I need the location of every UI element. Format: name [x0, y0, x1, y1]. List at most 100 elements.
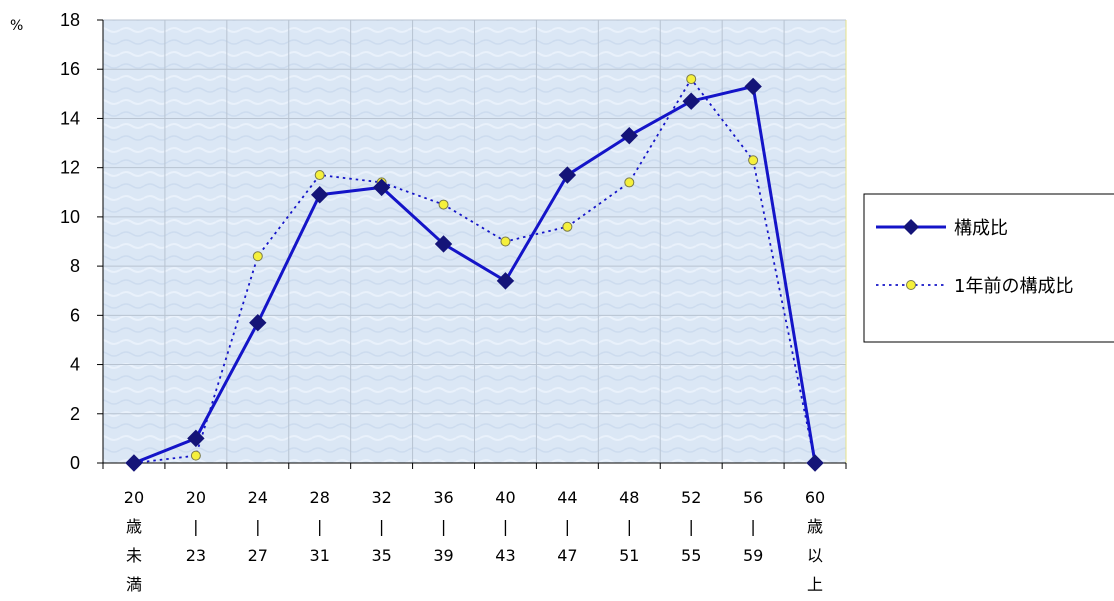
x-category-label-line: 以	[807, 546, 823, 565]
data-point-circle	[748, 155, 759, 166]
series-0	[125, 77, 824, 472]
x-category-label-line: 20	[186, 488, 206, 507]
data-point-diamond	[806, 454, 824, 472]
x-category-label: 28 | 31	[310, 488, 330, 565]
x-category-label: 20 歳未満	[124, 488, 144, 594]
x-category-label-line: 28	[310, 488, 330, 507]
x-category-label-line: 39	[433, 546, 453, 565]
data-point-circle	[314, 170, 325, 181]
x-category-label-line: 上	[807, 575, 823, 594]
x-category-label-line: 55	[681, 546, 701, 565]
y-tick-labels: 0 2 4 6 8 10 12 14 16 18	[60, 10, 80, 473]
x-category-label-line: |	[750, 517, 755, 536]
x-category-label-line: 満	[126, 575, 142, 594]
x-category-label-line: 44	[557, 488, 577, 507]
x-category-label-line: 歳	[807, 517, 823, 536]
x-category-label-line: 51	[619, 546, 639, 565]
x-category-label-line: |	[689, 517, 694, 536]
data-point-circle	[686, 74, 697, 85]
x-category-label: 20 | 23	[186, 488, 206, 565]
x-category-label-line: 23	[186, 546, 206, 565]
x-category-label-line: |	[627, 517, 632, 536]
y-tick-label: 16	[60, 59, 80, 79]
y-axis-unit: %	[10, 18, 23, 34]
data-point-diamond	[311, 186, 329, 204]
x-category-label: 60 歳以上	[805, 488, 825, 594]
gridlines	[103, 19, 847, 463]
x-category-label-line: 48	[619, 488, 639, 507]
x-category-label-line: |	[193, 517, 198, 536]
data-point-diamond	[372, 178, 391, 197]
data-point-circle	[500, 236, 511, 247]
x-category-label-line: 36	[433, 488, 453, 507]
x-category-label: 24 | 27	[248, 488, 268, 565]
data-point-circle	[252, 251, 263, 262]
x-category-label-line: |	[317, 517, 322, 536]
x-category-label: 32 | 35	[371, 488, 391, 565]
data-point-diamond	[620, 126, 638, 145]
data-point-diamond	[682, 92, 700, 110]
x-category-label-line: 47	[557, 546, 577, 565]
x-category-label-line: 未	[126, 546, 142, 565]
x-category-label: 36 | 39	[433, 488, 453, 565]
x-tick-labels: 20歳未満20|2324|2728|3132|3536|3940|4344|47…	[124, 488, 825, 594]
x-category-label-line: 40	[495, 488, 515, 507]
x-category-label-line: |	[565, 517, 570, 536]
data-point-diamond	[125, 454, 143, 472]
x-category-label: 48 | 51	[619, 488, 639, 565]
data-point-diamond	[434, 235, 453, 253]
y-tick-label: 8	[70, 256, 80, 276]
data-point-diamond	[744, 77, 762, 96]
data-point-circle	[624, 177, 635, 188]
legend-label: 1年前の構成比	[954, 276, 1073, 297]
x-category-label: 56 | 59	[743, 488, 763, 565]
x-category-label-line: |	[379, 517, 384, 536]
data-point-diamond	[496, 272, 515, 290]
series-lines	[125, 74, 824, 472]
x-category-label-line: 43	[495, 546, 515, 565]
x-category-label-line: 20	[124, 488, 144, 507]
y-tick-label: 4	[70, 355, 80, 375]
legend-box	[863, 193, 1114, 343]
y-tick-label: 0	[70, 453, 80, 473]
x-category-label-line: 27	[248, 546, 268, 565]
x-category-label-line: 59	[743, 546, 763, 565]
x-category-label: 52 | 55	[681, 488, 701, 565]
data-point-diamond	[249, 314, 267, 332]
legend-entry: 構成比	[876, 218, 1008, 239]
x-category-label-line: 31	[310, 546, 330, 565]
series-line	[133, 84, 817, 465]
legend-marker-circle	[906, 280, 916, 290]
data-point-circle	[190, 450, 201, 461]
y-tick-label: 14	[60, 108, 80, 128]
data-point-diamond	[558, 166, 577, 184]
legend-marker-diamond	[903, 219, 919, 235]
x-category-label-line: 32	[371, 488, 391, 507]
x-category-label-line: 歳	[126, 517, 142, 536]
data-point-circle	[562, 221, 573, 232]
x-category-label-line: 24	[248, 488, 268, 507]
y-tick-label: 10	[60, 207, 80, 227]
x-category-label: 44 | 47	[557, 488, 577, 565]
y-tick-label: 18	[60, 10, 80, 30]
x-category-label-line: 60	[805, 488, 825, 507]
x-category-label-line: 35	[371, 546, 391, 565]
legend: 構成比 1年前の構成比	[863, 193, 1114, 343]
y-tick-label: 12	[60, 158, 80, 178]
x-category-label: 40 | 43	[495, 488, 515, 565]
series-line	[133, 77, 816, 464]
x-category-label-line: 52	[681, 488, 701, 507]
x-category-label-line: 56	[743, 488, 763, 507]
y-tick-label: 6	[70, 305, 80, 325]
x-category-label-line: |	[503, 517, 508, 536]
data-point-circle	[438, 199, 449, 210]
data-point-diamond	[187, 429, 205, 448]
y-tick-label: 2	[70, 404, 80, 424]
x-category-label-line: |	[255, 517, 260, 536]
x-category-label-line: |	[441, 517, 446, 536]
legend-label: 構成比	[954, 218, 1008, 239]
axes	[97, 19, 847, 469]
legend-entry: 1年前の構成比	[876, 276, 1073, 297]
